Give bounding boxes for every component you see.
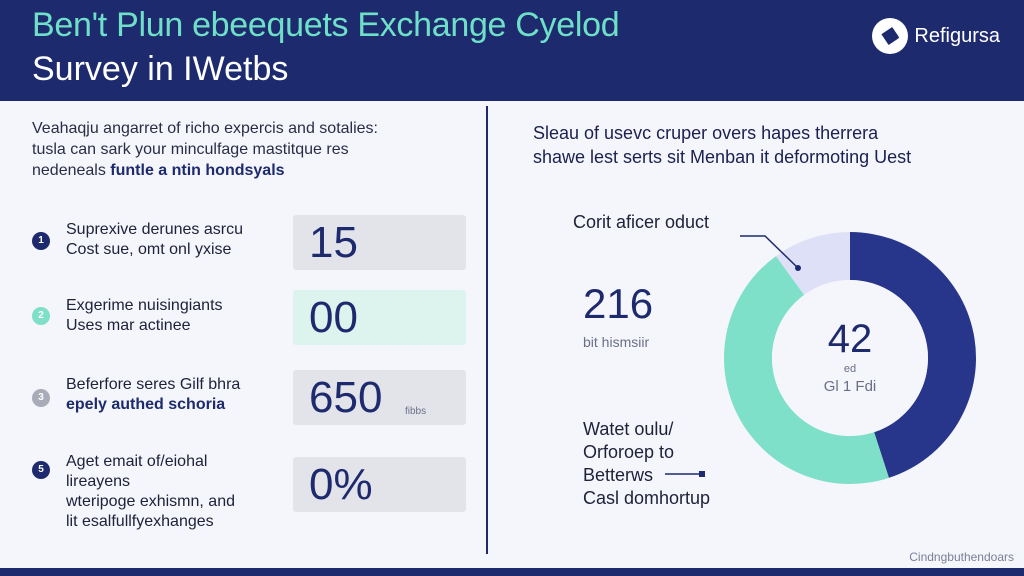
donut-hole [772,280,928,436]
column-divider [486,106,488,554]
intro-line: nedeneals funtle a ntin hondsyals [32,160,472,181]
stat-label-line: lit esalfullfyexhanges [66,513,214,530]
footer-bar [0,568,1024,576]
question-line: shawe lest serts sit Menban it deformoti… [533,147,912,167]
intro-text: Veahaqju angarret of richo expercis and … [32,118,472,181]
stat-label-line: Beferfore seres Gilf bhra [66,376,241,393]
stat-label: Beferfore seres Gilf bhra epely authed s… [66,375,240,415]
header-banner: Ben't Plun ebeequets Exchange Cyelod Sur… [0,0,1024,101]
legend-line: Casl domhortup [583,488,711,508]
stat-label-line: Aget emait of/eiohal [66,453,208,470]
intro-highlight: funtle a ntin hondsyals [110,162,285,179]
stat-unit: fibbs [405,406,427,417]
stat-value: 00 [309,293,358,342]
stat-row: 5 Aget emait of/eiohal lireayens wteripo… [0,450,480,540]
stat-value: 650 [309,373,383,422]
stat-label: Suprexive derunes asrcu Cost sue, omt on… [66,220,243,260]
research-question: Sleau of usevc cruper overs hapes therre… [533,121,911,169]
brand-logo-icon [872,18,909,54]
intro-line: tusla can sark your minculfage mastitque… [32,141,349,158]
stat-label-line: lireayens [66,473,131,490]
stat-label-line: epely authed schoria [66,396,226,413]
page-subtitle: Survey in IWetbs [32,50,289,88]
donut-center-value: 42 [828,317,873,361]
legend-line: Watet oulu/ [583,419,674,439]
left-figure-sub: bit hismsiir [583,334,650,350]
footer-note: Cindngbuthendoars [909,550,1014,564]
donut-slice-2 [724,256,889,484]
left-figure-value: 216 [583,280,654,327]
stat-bullet-2: 2 [32,307,50,325]
brand[interactable]: Refigursa [872,14,1000,58]
donut-slice-1 [850,232,977,478]
donut-center-sub: ed [844,363,856,375]
brand-name: Refigursa [914,24,1000,47]
chart-legend-text: Watet oulu/ Orforoep to Betterws Casl do… [583,418,710,510]
stat-label-line: wteripoge exhismn, and [66,493,235,510]
donut-chart: 42 ed Gl 1 Fdi [724,232,977,484]
stat-box: 15 [293,215,466,270]
stat-row: 3 Beferfore seres Gilf bhra epely authed… [0,368,480,438]
chart-caption: Corit aficer oduct [573,212,710,232]
stat-bullet-3: 3 [32,389,50,407]
question-line: Sleau of usevc cruper overs hapes therre… [533,123,879,143]
stat-value: 0% [309,460,373,509]
stat-box: 0% [293,457,466,512]
stat-bullet-1: 1 [32,232,50,250]
stat-label-line: Exgerime nuisingiants [66,297,223,314]
intro-line-plain: nedeneals [32,162,111,179]
stat-box: 650 fibbs [293,370,466,425]
legend-line: Orforoep to [583,442,675,462]
page-title: Ben't Plun ebeequets Exchange Cyelod [32,6,620,44]
stat-label-line: Cost sue, omt onl yxise [66,241,232,258]
stat-label: Exgerime nuisingiants Uses mar actinee [66,296,223,336]
stat-box: 00 [293,290,466,345]
stat-label: Aget emait of/eiohal lireayens wteripoge… [66,452,235,532]
donut-center-sub: Gl 1 Fdi [824,378,877,395]
stat-label-line: Suprexive derunes asrcu [66,221,243,238]
stat-value: 15 [309,218,358,267]
stat-row: 1 Suprexive derunes asrcu Cost sue, omt … [0,214,480,284]
stat-bullet-5: 5 [32,461,50,479]
legend-line: Betterws [583,465,654,485]
stat-row: 2 Exgerime nuisingiants Uses mar actinee… [0,289,480,359]
stat-label-line: Uses mar actinee [66,317,191,334]
intro-line: Veahaqju angarret of richo expercis and … [32,120,378,137]
